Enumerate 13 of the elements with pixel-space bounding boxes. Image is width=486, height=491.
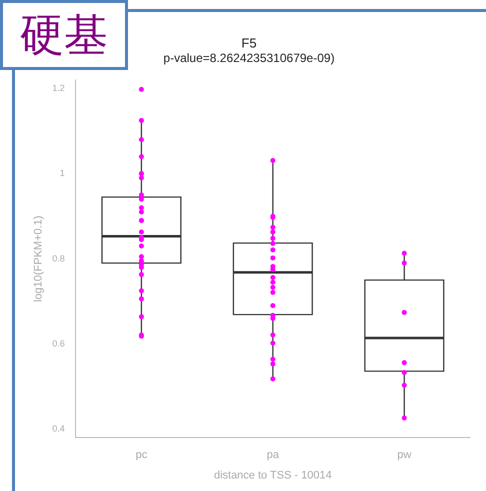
text: 硬基 xyxy=(0,0,128,70)
y-axis-title: log10(FPKM+0.1) xyxy=(32,216,45,302)
x-tick-label: pc xyxy=(136,449,148,462)
chart-subtitle: p-value=8.2624235310679e-09) xyxy=(163,51,335,66)
y-tick-label: 1 xyxy=(60,168,65,178)
y-tick-label: 0.6 xyxy=(52,338,65,348)
chart-title: F5 xyxy=(241,35,257,50)
y-tick-label: 0.8 xyxy=(52,253,65,264)
x-tick-label: pw xyxy=(397,449,412,462)
y-tick-label: 0.4 xyxy=(52,424,65,434)
y-tick-label: 1.2 xyxy=(52,83,65,93)
x-axis-title: distance to TSS - 10014 xyxy=(214,469,332,482)
x-tick-label: pa xyxy=(266,449,280,462)
